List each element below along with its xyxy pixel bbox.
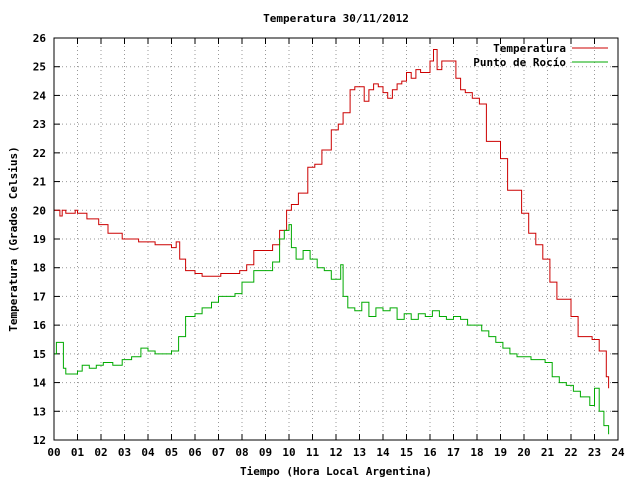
x-tick-label: 23 [588,446,601,459]
x-tick-label: 03 [118,446,131,459]
y-tick-label: 22 [33,147,46,160]
y-tick-label: 19 [33,233,46,246]
chart-title: Temperatura 30/11/2012 [263,12,409,25]
y-tick-labels: 12 13 14 15 16 17 18 19 20 21 22 23 24 25 26 [33,32,47,447]
x-tick-labels: 00 01 02 03 04 05 06 07 08 09 10 11 12 13 14 15 16 17 18 19… [47,446,625,459]
y-tick-label: 15 [33,348,46,361]
y-tick-label: 21 [33,176,47,189]
x-tick-label: 00 [47,446,60,459]
series-line-1 [54,49,610,389]
x-tick-label: 04 [141,446,155,459]
x-tick-label: 01 [71,446,85,459]
legend-label-1: Temperatura [493,42,566,55]
y-tick-label: 25 [33,61,46,74]
x-tick-label: 22 [564,446,577,459]
y-tick-label: 14 [33,377,47,390]
x-tick-label: 05 [165,446,178,459]
y-tick-label: 13 [33,405,46,418]
x-tick-label: 14 [376,446,390,459]
plot-border [53,37,619,441]
y-tick-label: 18 [33,262,46,275]
y-axis-label: Temperatura (Grados Celsius) [7,146,20,331]
y-tick-label: 12 [33,434,46,447]
x-tick-label: 20 [517,446,530,459]
x-tick-label: 09 [259,446,272,459]
x-tick-label: 24 [611,446,625,459]
x-tick-label: 16 [423,446,437,459]
x-tick-label: 12 [329,446,342,459]
x-tick-label: 06 [188,446,202,459]
x-tick-label: 15 [400,446,413,459]
y-tick-label: 23 [33,118,46,131]
y-tick-label: 16 [33,319,47,332]
x-tick-label: 21 [541,446,555,459]
y-tick-label: 17 [33,290,46,303]
series-layer [54,49,610,435]
x-tick-label: 18 [470,446,483,459]
x-tick-label: 11 [306,446,320,459]
y-tick-label: 26 [33,32,47,45]
x-tick-label: 10 [282,446,295,459]
x-tick-label: 13 [353,446,366,459]
x-tick-label: 07 [212,446,225,459]
x-tick-label: 02 [94,446,107,459]
series-line-2 [54,224,610,435]
x-tick-label: 19 [494,446,507,459]
x-tick-label: 17 [447,446,460,459]
legend-label-2: Punto de Rocío [473,56,566,69]
x-tick-label: 08 [235,446,248,459]
y-tick-label: 24 [33,89,47,102]
x-axis-label: Tiempo (Hora Local Argentina) [240,465,432,478]
y-tick-label: 20 [33,204,46,217]
